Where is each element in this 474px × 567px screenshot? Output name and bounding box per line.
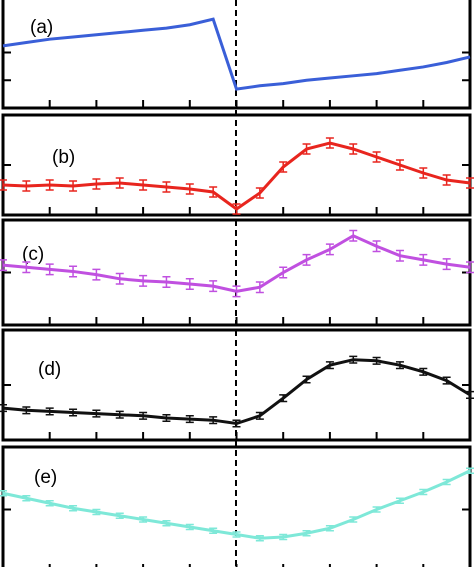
error-bar bbox=[162, 413, 171, 423]
error-bar bbox=[466, 261, 474, 274]
error-bar bbox=[442, 174, 451, 186]
error-bar bbox=[325, 361, 334, 370]
error-bar bbox=[232, 419, 241, 428]
error-bar bbox=[0, 259, 7, 272]
error-bar bbox=[349, 516, 358, 523]
error-bar bbox=[395, 249, 404, 262]
error-bar bbox=[0, 179, 7, 191]
error-bar bbox=[466, 467, 474, 474]
error-bar bbox=[139, 274, 148, 287]
error-bar bbox=[395, 159, 404, 171]
error-bar bbox=[325, 243, 334, 256]
error-bar bbox=[279, 533, 288, 541]
error-bar bbox=[279, 266, 288, 279]
error-bar bbox=[372, 240, 381, 253]
error-bar bbox=[69, 180, 78, 192]
error-bar bbox=[185, 523, 194, 531]
error-bar bbox=[302, 143, 311, 155]
error-bar bbox=[279, 394, 288, 403]
error-bar bbox=[185, 415, 194, 424]
error-bar bbox=[209, 280, 218, 293]
error-bar bbox=[185, 278, 194, 291]
error-bar bbox=[45, 263, 54, 276]
error-bar bbox=[419, 488, 428, 496]
error-bar bbox=[0, 490, 7, 497]
error-bar bbox=[69, 265, 78, 278]
error-bar bbox=[115, 410, 124, 419]
error-bar bbox=[372, 506, 381, 513]
error-bar bbox=[395, 361, 404, 370]
error-bar bbox=[232, 531, 241, 538]
error-bar bbox=[395, 497, 404, 504]
error-bar bbox=[139, 179, 148, 191]
error-bar bbox=[349, 355, 358, 364]
error-bar bbox=[442, 478, 451, 486]
error-bar bbox=[255, 281, 264, 294]
error-bar bbox=[255, 411, 264, 420]
error-bar bbox=[255, 535, 264, 542]
data-line bbox=[2, 17, 471, 91]
error-bar bbox=[115, 272, 124, 285]
error-bar bbox=[45, 500, 54, 507]
error-bar bbox=[419, 167, 428, 179]
error-bar bbox=[22, 180, 31, 192]
error-bar bbox=[0, 404, 7, 413]
error-bar bbox=[162, 520, 171, 527]
error-bar bbox=[22, 406, 31, 415]
error-bar bbox=[92, 178, 101, 190]
panel-label: (c) bbox=[22, 244, 44, 265]
error-bar bbox=[92, 508, 101, 516]
error-bar bbox=[302, 530, 311, 537]
error-bar bbox=[209, 186, 218, 198]
error-bar bbox=[92, 409, 101, 418]
error-bar bbox=[302, 375, 311, 384]
error-bar bbox=[69, 505, 78, 512]
error-bar bbox=[209, 416, 218, 425]
error-bar bbox=[279, 161, 288, 173]
error-bar bbox=[115, 512, 124, 519]
error-bar bbox=[442, 258, 451, 271]
error-bar bbox=[442, 376, 451, 385]
error-bar bbox=[45, 407, 54, 416]
error-bar bbox=[466, 390, 474, 399]
error-bar bbox=[22, 495, 31, 502]
panel-label: (e) bbox=[34, 467, 57, 488]
panel-label: (b) bbox=[52, 147, 75, 168]
error-bar bbox=[372, 356, 381, 365]
error-bar bbox=[139, 516, 148, 523]
error-bar bbox=[185, 183, 194, 195]
error-bar bbox=[325, 525, 334, 532]
error-bar bbox=[232, 203, 241, 215]
error-bar bbox=[162, 275, 171, 288]
error-bar bbox=[209, 527, 218, 534]
error-bar bbox=[466, 177, 474, 189]
error-bar bbox=[22, 261, 31, 274]
error-bar bbox=[255, 187, 264, 199]
error-bar bbox=[92, 268, 101, 281]
error-bar bbox=[302, 253, 311, 266]
panel-label: (a) bbox=[30, 17, 53, 38]
error-bar bbox=[349, 229, 358, 242]
error-bar bbox=[115, 177, 124, 189]
error-bar bbox=[45, 179, 54, 191]
error-bar bbox=[69, 408, 78, 417]
error-bar bbox=[372, 151, 381, 163]
error-bar bbox=[325, 137, 334, 149]
error-bar bbox=[349, 143, 358, 155]
error-bar bbox=[419, 367, 428, 376]
panel-label: (d) bbox=[38, 359, 61, 380]
error-bar bbox=[162, 181, 171, 193]
error-bar bbox=[419, 253, 428, 266]
error-bar bbox=[139, 411, 148, 420]
error-bar bbox=[232, 285, 241, 298]
